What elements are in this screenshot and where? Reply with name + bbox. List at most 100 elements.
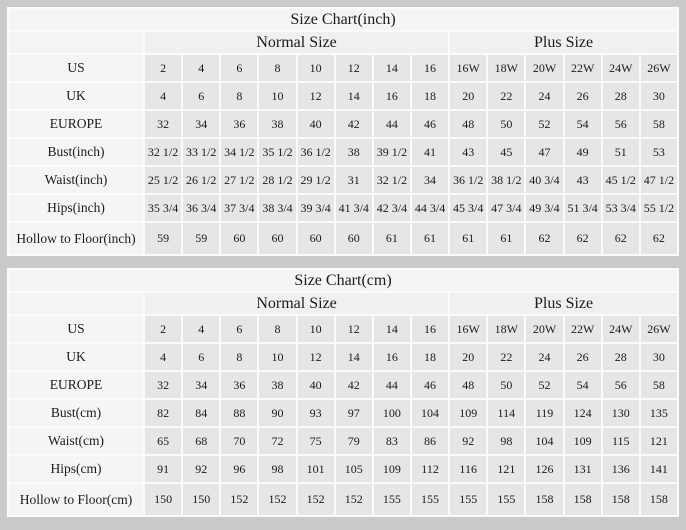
size-value-cell: 36 3/4 bbox=[183, 195, 220, 221]
size-value-cell: 4 bbox=[183, 316, 220, 342]
size-value-cell: 14 bbox=[335, 344, 372, 370]
size-value-cell: 8 bbox=[259, 55, 296, 81]
size-value-cell: 56 bbox=[602, 372, 639, 398]
size-value-cell: 101 bbox=[297, 456, 334, 482]
size-value-cell: 14 bbox=[335, 83, 372, 109]
table-row: Bust(inch) 32 1/2 33 1/2 34 1/2 35 1/2 36 1/2… bbox=[9, 139, 677, 165]
row-label: US bbox=[9, 316, 143, 342]
size-value-cell: 16 bbox=[373, 83, 410, 109]
row-label: Bust(inch) bbox=[9, 139, 143, 165]
size-value-cell: 47 1/2 bbox=[640, 167, 677, 193]
size-value-cell: 32 1/2 bbox=[373, 167, 410, 193]
size-value-cell: 60 bbox=[221, 223, 258, 254]
size-value-cell: 24 bbox=[526, 83, 563, 109]
size-value-cell: 40 3/4 bbox=[526, 167, 563, 193]
size-value-cell: 38 bbox=[259, 111, 296, 137]
size-value-cell: 41 bbox=[411, 139, 449, 165]
size-value-cell: 49 3/4 bbox=[526, 195, 563, 221]
size-value-cell: 61 bbox=[411, 223, 449, 254]
size-value-cell: 20W bbox=[526, 55, 563, 81]
size-value-cell: 136 bbox=[602, 456, 639, 482]
size-value-cell: 52 bbox=[526, 111, 563, 137]
size-value-cell: 130 bbox=[602, 400, 639, 426]
size-value-cell: 84 bbox=[183, 400, 220, 426]
table-row: Hips(inch) 35 3/4 36 3/4 37 3/4 38 3/4 39 3/4… bbox=[9, 195, 677, 221]
size-value-cell: 32 bbox=[145, 372, 182, 398]
size-value-cell: 31 bbox=[335, 167, 372, 193]
size-value-cell: 34 bbox=[183, 372, 220, 398]
size-value-cell: 4 bbox=[145, 344, 182, 370]
size-value-cell: 97 bbox=[335, 400, 372, 426]
size-value-cell: 35 1/2 bbox=[259, 139, 296, 165]
size-value-cell: 121 bbox=[640, 428, 677, 454]
size-value-cell: 12 bbox=[297, 83, 334, 109]
size-value-cell: 92 bbox=[450, 428, 487, 454]
size-value-cell: 90 bbox=[259, 400, 296, 426]
table-row: EUROPE 32 34 36 38 40 42 44 46 48 50 52 54 56 58 bbox=[9, 372, 677, 398]
size-value-cell: 46 bbox=[411, 372, 449, 398]
size-value-cell: 40 bbox=[297, 372, 334, 398]
size-value-cell: 39 3/4 bbox=[297, 195, 334, 221]
size-value-cell: 48 bbox=[450, 111, 487, 137]
size-value-cell: 158 bbox=[602, 484, 639, 515]
size-value-cell: 18 bbox=[411, 83, 449, 109]
size-value-cell: 52 bbox=[526, 372, 563, 398]
size-value-cell: 26W bbox=[640, 316, 677, 342]
size-value-cell: 14 bbox=[373, 55, 410, 81]
size-value-cell: 124 bbox=[564, 400, 601, 426]
size-value-cell: 104 bbox=[411, 400, 449, 426]
table-row: Waist(cm) 65 68 70 72 75 79 83 86 92 98 104 109 115 12… bbox=[9, 428, 677, 454]
size-value-cell: 18W bbox=[488, 55, 525, 81]
size-value-cell: 51 3/4 bbox=[564, 195, 601, 221]
size-value-cell: 42 3/4 bbox=[373, 195, 410, 221]
row-label: Bust(cm) bbox=[9, 400, 143, 426]
size-value-cell: 54 bbox=[564, 111, 601, 137]
size-value-cell: 72 bbox=[259, 428, 296, 454]
normal-size-header: Normal Size bbox=[145, 32, 449, 53]
size-value-cell: 155 bbox=[488, 484, 525, 515]
size-value-cell: 34 bbox=[183, 111, 220, 137]
size-value-cell: 92 bbox=[183, 456, 220, 482]
row-label: Waist(cm) bbox=[9, 428, 143, 454]
size-value-cell: 88 bbox=[221, 400, 258, 426]
table-row: UK 4 6 8 10 12 14 16 18 20 22 24 26 28 30 bbox=[9, 344, 677, 370]
size-value-cell: 155 bbox=[450, 484, 487, 515]
row-label: UK bbox=[9, 83, 143, 109]
size-value-cell: 37 3/4 bbox=[221, 195, 258, 221]
size-value-cell: 62 bbox=[640, 223, 677, 254]
size-value-cell: 53 3/4 bbox=[602, 195, 639, 221]
size-value-cell: 22W bbox=[564, 55, 601, 81]
row-label: UK bbox=[9, 344, 143, 370]
size-value-cell: 6 bbox=[183, 83, 220, 109]
size-value-cell: 10 bbox=[297, 316, 334, 342]
plus-size-header: Plus Size bbox=[450, 32, 677, 53]
size-value-cell: 22 bbox=[488, 344, 525, 370]
size-value-cell: 43 bbox=[450, 139, 487, 165]
table-row: UK 4 6 8 10 12 14 16 18 20 22 24 26 28 30 bbox=[9, 83, 677, 109]
size-value-cell: 75 bbox=[297, 428, 334, 454]
size-value-cell: 8 bbox=[221, 83, 258, 109]
size-value-cell: 24W bbox=[602, 316, 639, 342]
table-row: Waist(inch) 25 1/2 26 1/2 27 1/2 28 1/2 29 1/… bbox=[9, 167, 677, 193]
size-value-cell: 30 bbox=[640, 83, 677, 109]
size-value-cell: 100 bbox=[373, 400, 410, 426]
size-value-cell: 20W bbox=[526, 316, 563, 342]
size-value-cell: 14 bbox=[373, 316, 410, 342]
size-value-cell: 12 bbox=[335, 55, 372, 81]
size-value-cell: 24 bbox=[526, 344, 563, 370]
size-value-cell: 70 bbox=[221, 428, 258, 454]
size-value-cell: 20 bbox=[450, 344, 487, 370]
size-value-cell: 152 bbox=[335, 484, 372, 515]
size-value-cell: 20 bbox=[450, 83, 487, 109]
size-value-cell: 79 bbox=[335, 428, 372, 454]
table-row: Hips(cm) 91 92 96 98 101 105 109 112 116 121 126 131… bbox=[9, 456, 677, 482]
size-value-cell: 68 bbox=[183, 428, 220, 454]
size-value-cell: 16 bbox=[411, 316, 449, 342]
size-value-cell: 45 3/4 bbox=[450, 195, 487, 221]
size-value-cell: 109 bbox=[450, 400, 487, 426]
size-value-cell: 36 1/2 bbox=[450, 167, 487, 193]
size-value-cell: 24W bbox=[602, 55, 639, 81]
table-row: Bust(cm) 82 84 88 90 93 97 100 104 109 114 119 124 13… bbox=[9, 400, 677, 426]
size-value-cell: 135 bbox=[640, 400, 677, 426]
size-value-cell: 141 bbox=[640, 456, 677, 482]
